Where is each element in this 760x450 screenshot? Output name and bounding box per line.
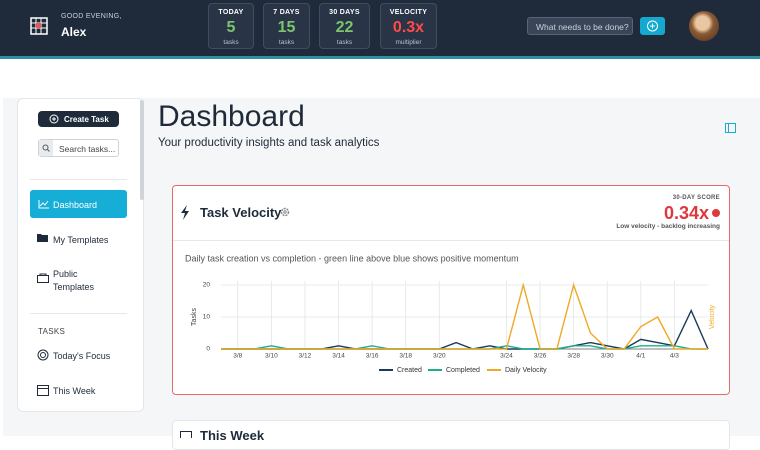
logo-icon bbox=[30, 17, 48, 35]
avatar[interactable] bbox=[689, 11, 719, 41]
nav-item[interactable]: Public Templates bbox=[53, 269, 95, 292]
search-input[interactable]: Search tasks... bbox=[38, 139, 119, 157]
series-line bbox=[221, 282, 708, 350]
user-name: Alex bbox=[61, 25, 87, 39]
nav-item[interactable]: This Week bbox=[53, 386, 96, 396]
y2-axis-label: Velocity bbox=[709, 304, 716, 329]
target-icon bbox=[37, 349, 49, 361]
legend-label: Daily Velocity bbox=[505, 367, 547, 374]
stat-unit: tasks bbox=[278, 39, 295, 46]
y-tick-label: 10 bbox=[203, 314, 211, 321]
stat-unit: tasks bbox=[223, 39, 239, 46]
greeting: GOOD EVENING, bbox=[61, 13, 122, 20]
search-icon-box bbox=[39, 140, 53, 156]
x-tick-label: 4/1 bbox=[636, 353, 645, 360]
x-tick-label: 3/24 bbox=[500, 353, 513, 360]
y-tick-label: 0 bbox=[206, 346, 210, 353]
x-tick-label: 3/18 bbox=[399, 353, 412, 360]
box-icon bbox=[37, 273, 49, 283]
create-task-button[interactable]: Create Task bbox=[38, 111, 119, 127]
stat-label: TODAY bbox=[218, 9, 244, 16]
stat-box: 7 DAYS 15 tasks bbox=[263, 3, 310, 49]
stat-value: 0.3x bbox=[392, 19, 425, 36]
x-tick-label: 3/26 bbox=[534, 353, 547, 360]
velocity-chart: Daily task creation vs completion - gree… bbox=[185, 253, 716, 374]
velocity-card bbox=[172, 185, 730, 395]
series-line bbox=[221, 308, 709, 350]
stat-box: 30 DAYS 22 tasks bbox=[319, 3, 370, 49]
stat-box: TODAY 5 tasks bbox=[208, 3, 254, 49]
divider bbox=[30, 313, 127, 314]
x-tick-label: 3/20 bbox=[433, 353, 446, 360]
add-button[interactable] bbox=[640, 17, 665, 35]
calendar-icon bbox=[37, 385, 49, 396]
stat-unit: multiplier bbox=[395, 39, 422, 46]
stat-label: 7 DAYS bbox=[273, 9, 300, 16]
nav-item[interactable]: My Templates bbox=[53, 235, 109, 245]
x-tick-label: 3/14 bbox=[332, 353, 345, 360]
stat-label: VELOCITY bbox=[389, 9, 428, 16]
card-title: Task Velocity bbox=[200, 205, 282, 220]
stat-value: 5 bbox=[226, 19, 236, 36]
x-tick-label: 3/12 bbox=[299, 353, 312, 360]
bolt-icon bbox=[181, 205, 189, 220]
y-axis-label: Tasks bbox=[191, 308, 198, 326]
x-tick-label: 3/10 bbox=[265, 353, 278, 360]
task-input[interactable]: What needs to be done? bbox=[527, 17, 633, 35]
page-subtitle: Your productivity insights and task anal… bbox=[158, 137, 380, 149]
page-title: Dashboard bbox=[158, 100, 305, 133]
score: 0.34x bbox=[663, 203, 709, 223]
nav-item[interactable]: Dashboard bbox=[53, 200, 98, 210]
y-tick-label: 20 bbox=[203, 282, 211, 289]
x-tick-label: 3/28 bbox=[567, 353, 580, 360]
chart-subtitle: Daily task creation vs completion - gree… bbox=[185, 253, 519, 263]
top-bar: GOOD EVENING, Alex TODAY 5 tasks 7 DAYS 15 ta… bbox=[0, 0, 760, 59]
stat-value: 22 bbox=[335, 19, 354, 36]
section-label: TASKS bbox=[38, 327, 66, 336]
stat-box: VELOCITY 0.3x multiplier bbox=[380, 3, 437, 49]
stat-label: 30 DAYS bbox=[329, 9, 360, 16]
x-tick-label: 3/30 bbox=[601, 353, 614, 360]
chart-icon bbox=[38, 200, 49, 209]
nav-item[interactable]: Today's Focus bbox=[53, 351, 111, 361]
score-indicator bbox=[712, 209, 720, 217]
score-note: Low velocity - backlog increasing bbox=[616, 223, 720, 230]
plus-icon bbox=[49, 114, 59, 124]
divider bbox=[30, 179, 127, 180]
stat-unit: tasks bbox=[336, 39, 353, 46]
score-label: 30-DAY SCORE bbox=[672, 195, 720, 201]
legend-label: Created bbox=[397, 367, 422, 374]
layout-icon[interactable] bbox=[725, 123, 736, 133]
x-tick-label: 3/8 bbox=[233, 353, 242, 360]
gear-icon[interactable] bbox=[280, 207, 290, 217]
divider bbox=[173, 240, 729, 241]
stat-value: 15 bbox=[277, 19, 296, 36]
x-tick-label: 4/3 bbox=[670, 353, 679, 360]
scrollbar bbox=[140, 100, 144, 200]
x-tick-label: 3/16 bbox=[366, 353, 379, 360]
legend-label: Completed bbox=[446, 367, 480, 374]
folder-icon bbox=[37, 234, 48, 242]
